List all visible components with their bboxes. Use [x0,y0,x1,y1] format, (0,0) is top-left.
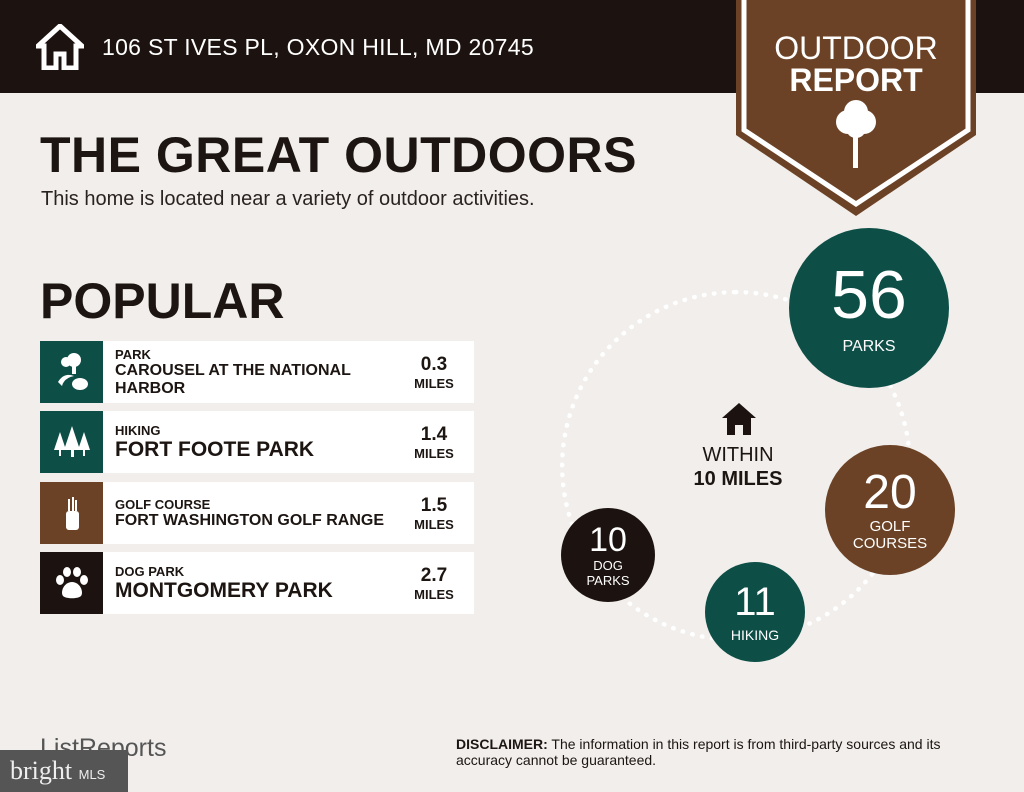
badge-subtitle: REPORT [789,62,923,98]
hiking-count-circle: 11 HIKING [705,562,805,662]
paw-icon [40,552,103,614]
golf-count-circle: 20 GOLF COURSES [825,445,955,575]
count-value: 56 [831,257,907,333]
park-icon [40,341,103,403]
count-label: DOG PARKS [586,558,630,588]
trees-icon [40,411,103,473]
distance: 0.3 [420,353,448,375]
home-icon [722,403,756,435]
category: GOLF COURSE [115,496,211,512]
watermark-text: bright [10,756,73,785]
category: HIKING [115,422,161,438]
disclaimer-text: The information in this report is from t… [456,736,941,768]
page-title: THE GREAT OUTDOORS [40,127,637,183]
count-value: 20 [863,466,917,519]
list-item: HIKING FORT FOOTE PARK 1.4 MILES [40,411,474,473]
home-icon [36,24,84,70]
list-item: DOG PARK MONTGOMERY PARK 2.7 MILES [40,552,474,614]
count-value: 11 [734,580,776,624]
count-label: PARKS [842,338,896,355]
golf-bag-icon [40,482,103,544]
tree-icon [836,100,876,168]
place-name: FORT FOOTE PARK [115,437,315,461]
place-name: CAROUSEL AT THE NATIONAL HARBOR [115,361,351,397]
list-item: GOLF COURSE FORT WASHINGTON GOLF RANGE 1.… [40,482,474,544]
list-item: PARK CAROUSEL AT THE NATIONAL HARBOR 0.3 M… [40,341,474,403]
disclaimer: DISCLAIMER: The information in this repo… [456,736,996,768]
page-subtitle: This home is located near a variety of o… [41,188,535,210]
count-value: 10 [589,521,627,559]
parks-count-circle: 56 PARKS [789,228,949,388]
outdoor-report-badge [736,0,976,216]
distance-unit: MILES [414,375,454,391]
distance-unit: MILES [414,516,454,532]
within-distance: 10 MILES [693,468,783,490]
bright-mls-watermark: bright MLS [0,750,128,792]
place-name: FORT WASHINGTON GOLF RANGE [115,511,385,529]
badge-title: OUTDOOR [774,30,938,66]
place-name: MONTGOMERY PARK [115,578,333,602]
within-label: WITHIN [702,444,774,466]
distance-unit: MILES [414,586,454,602]
count-label: GOLF COURSES [852,518,928,552]
disclaimer-label: DISCLAIMER: [456,736,548,752]
category: PARK [115,346,151,362]
distance: 1.4 [420,423,448,445]
popular-heading: POPULAR [40,273,285,329]
count-label: HIKING [730,627,780,643]
dog-parks-count-circle: 10 DOG PARKS [561,508,655,602]
address: 106 ST IVES PL, OXON HILL, MD 20745 [102,34,534,60]
distance: 1.5 [420,494,448,516]
category: DOG PARK [115,563,185,579]
distance-unit: MILES [414,445,454,461]
watermark-suffix: MLS [78,767,106,782]
distance: 2.7 [420,564,448,586]
